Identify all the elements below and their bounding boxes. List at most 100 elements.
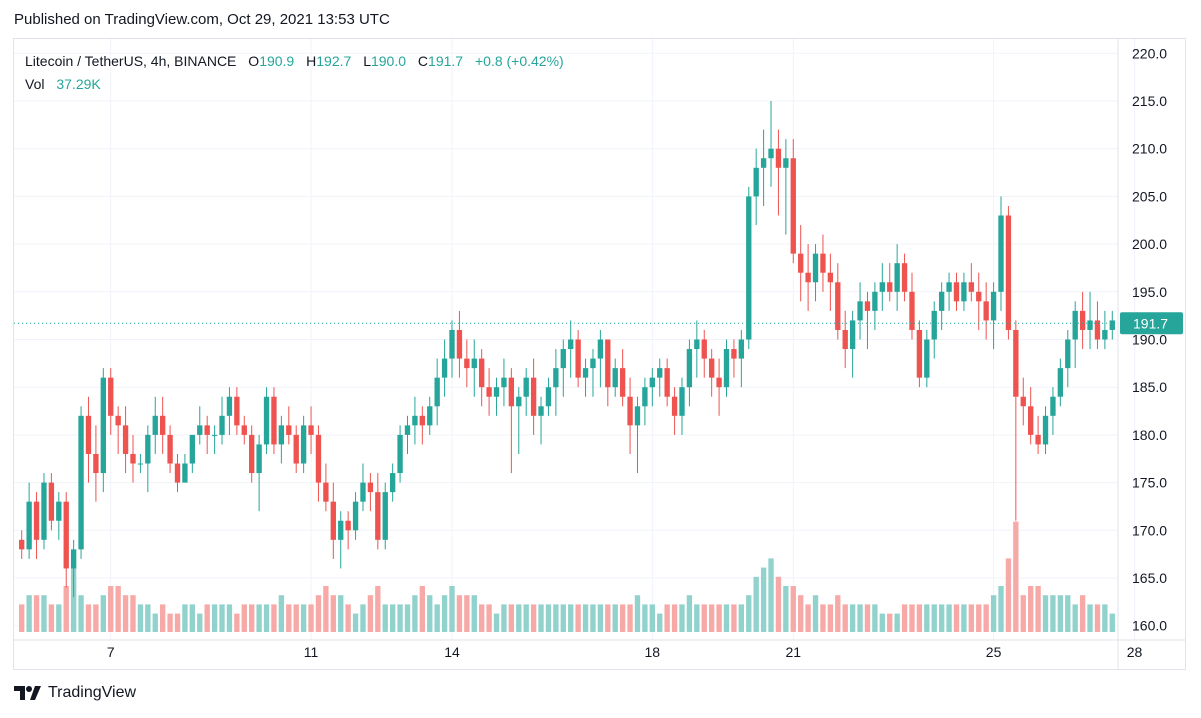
volume-bar	[538, 604, 544, 632]
candle-body	[286, 425, 292, 435]
candle-body	[679, 387, 685, 416]
volume-bar	[612, 604, 618, 632]
volume-bar	[998, 586, 1004, 632]
price-tick-label: 215.0	[1132, 93, 1167, 109]
candle-body	[41, 482, 47, 540]
volume-bar	[293, 604, 299, 632]
volume-bar	[1102, 604, 1108, 632]
volume-bar	[516, 604, 522, 632]
legend-ohlc-row: Litecoin / TetherUS, 4h, BINANCE O190.9 …	[25, 50, 564, 73]
volume-bar	[575, 604, 581, 632]
candle-body	[404, 425, 411, 435]
volume-bar	[872, 604, 878, 632]
volume-bar	[931, 604, 937, 632]
time-tick-label: 21	[785, 644, 801, 660]
candle-body	[375, 492, 381, 540]
volume-bar	[197, 613, 203, 632]
candle-body	[471, 358, 477, 369]
volume-bar	[211, 604, 218, 632]
volume-bar	[78, 595, 84, 632]
candle-body	[597, 339, 604, 359]
volume-bar	[731, 604, 737, 632]
volume-bar	[568, 604, 574, 632]
candle-body	[345, 520, 351, 531]
volume-bar	[605, 604, 611, 632]
candle-body	[820, 253, 826, 273]
price-tick-label: 220.0	[1132, 45, 1167, 61]
candle-body	[48, 482, 55, 521]
candle-body	[553, 368, 559, 388]
volume-bar	[879, 613, 885, 632]
volume-bar	[412, 595, 418, 632]
candle-body	[560, 349, 566, 369]
candle-body	[219, 415, 225, 435]
volume-bar	[249, 604, 255, 632]
volume-bar	[241, 604, 247, 632]
symbol-title[interactable]: Litecoin / TetherUS, 4h, BINANCE	[25, 53, 237, 69]
low-value: 190.0	[370, 53, 407, 69]
high-value: 192.7	[316, 53, 352, 69]
chart-frame[interactable]	[13, 38, 1186, 670]
volume-bar	[226, 604, 233, 632]
volume-bar	[1028, 586, 1034, 632]
candle-body	[189, 434, 196, 464]
candle-body	[783, 158, 789, 168]
volume-bar	[746, 595, 752, 632]
volume-bar	[775, 576, 782, 632]
volume-bar	[946, 604, 952, 632]
volume-bar	[219, 604, 225, 632]
volume-bar	[582, 604, 589, 632]
volume-bar	[694, 604, 700, 632]
volume-bar	[271, 604, 277, 632]
candle-body	[241, 425, 247, 435]
candle-body	[835, 282, 841, 330]
volume-bar	[545, 604, 552, 632]
candle-body	[701, 339, 707, 359]
candle-body	[708, 358, 715, 378]
candle-body	[360, 482, 366, 502]
volume-bar	[493, 613, 500, 632]
volume-bar	[723, 604, 730, 632]
candle-body	[664, 368, 670, 397]
candle-body	[293, 434, 299, 464]
volume-bar	[189, 604, 196, 632]
grid-lines	[14, 39, 1185, 669]
volume-bar	[486, 604, 492, 632]
tradingview-logo[interactable]: TradingView	[14, 684, 136, 702]
candle-body	[330, 501, 336, 540]
time-tick-label: 18	[645, 644, 661, 660]
volume-label[interactable]: Vol	[25, 76, 45, 92]
volume-bar	[70, 567, 77, 632]
volume-bar	[753, 576, 759, 632]
candle-body	[1087, 320, 1093, 330]
candle-body	[441, 358, 448, 378]
candle-body	[619, 368, 626, 397]
open-label: O	[248, 53, 260, 69]
candle-body	[1013, 329, 1019, 397]
volume-bar	[323, 586, 329, 632]
candle-body	[108, 377, 114, 416]
candle-body	[612, 368, 618, 388]
volume-bar	[167, 613, 173, 632]
candle-body	[308, 425, 314, 435]
candle-body	[894, 263, 900, 292]
tradingview-logo-icon	[14, 686, 41, 700]
volume-bar	[671, 604, 678, 632]
candle-body	[93, 453, 99, 474]
volume-bar	[360, 604, 366, 632]
volume-bar	[916, 604, 923, 632]
volume-bar	[849, 604, 856, 632]
volume-bar	[1013, 521, 1019, 632]
candles	[19, 101, 1115, 598]
candle-body	[864, 301, 871, 311]
candle-body	[627, 396, 633, 426]
volume-bar	[827, 604, 834, 632]
volume-bar	[590, 604, 596, 632]
candle-body	[122, 425, 129, 454]
change-value: +0.8 (+0.42%)	[474, 53, 564, 69]
candle-body	[367, 482, 374, 493]
volume-bar	[1065, 595, 1071, 632]
time-tick-label: 11	[304, 644, 319, 660]
candle-body	[634, 406, 641, 426]
